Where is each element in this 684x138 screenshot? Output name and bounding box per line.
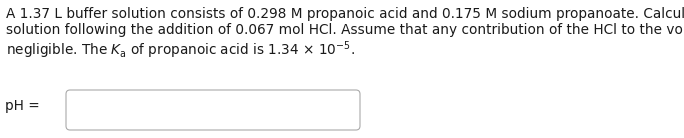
FancyBboxPatch shape [66, 90, 360, 130]
Text: A 1.37 L buffer solution consists of 0.298 M propanoic acid and 0.175 M sodium p: A 1.37 L buffer solution consists of 0.2… [6, 7, 684, 21]
Text: solution following the addition of 0.067 mol HCl. Assume that any contribution o: solution following the addition of 0.067… [6, 23, 684, 37]
Text: negligible. The $K_\mathrm{a}$ of propanoic acid is 1.34 $\times$ 10$^{-5}$.: negligible. The $K_\mathrm{a}$ of propan… [6, 39, 355, 61]
Text: pH =: pH = [5, 99, 40, 113]
